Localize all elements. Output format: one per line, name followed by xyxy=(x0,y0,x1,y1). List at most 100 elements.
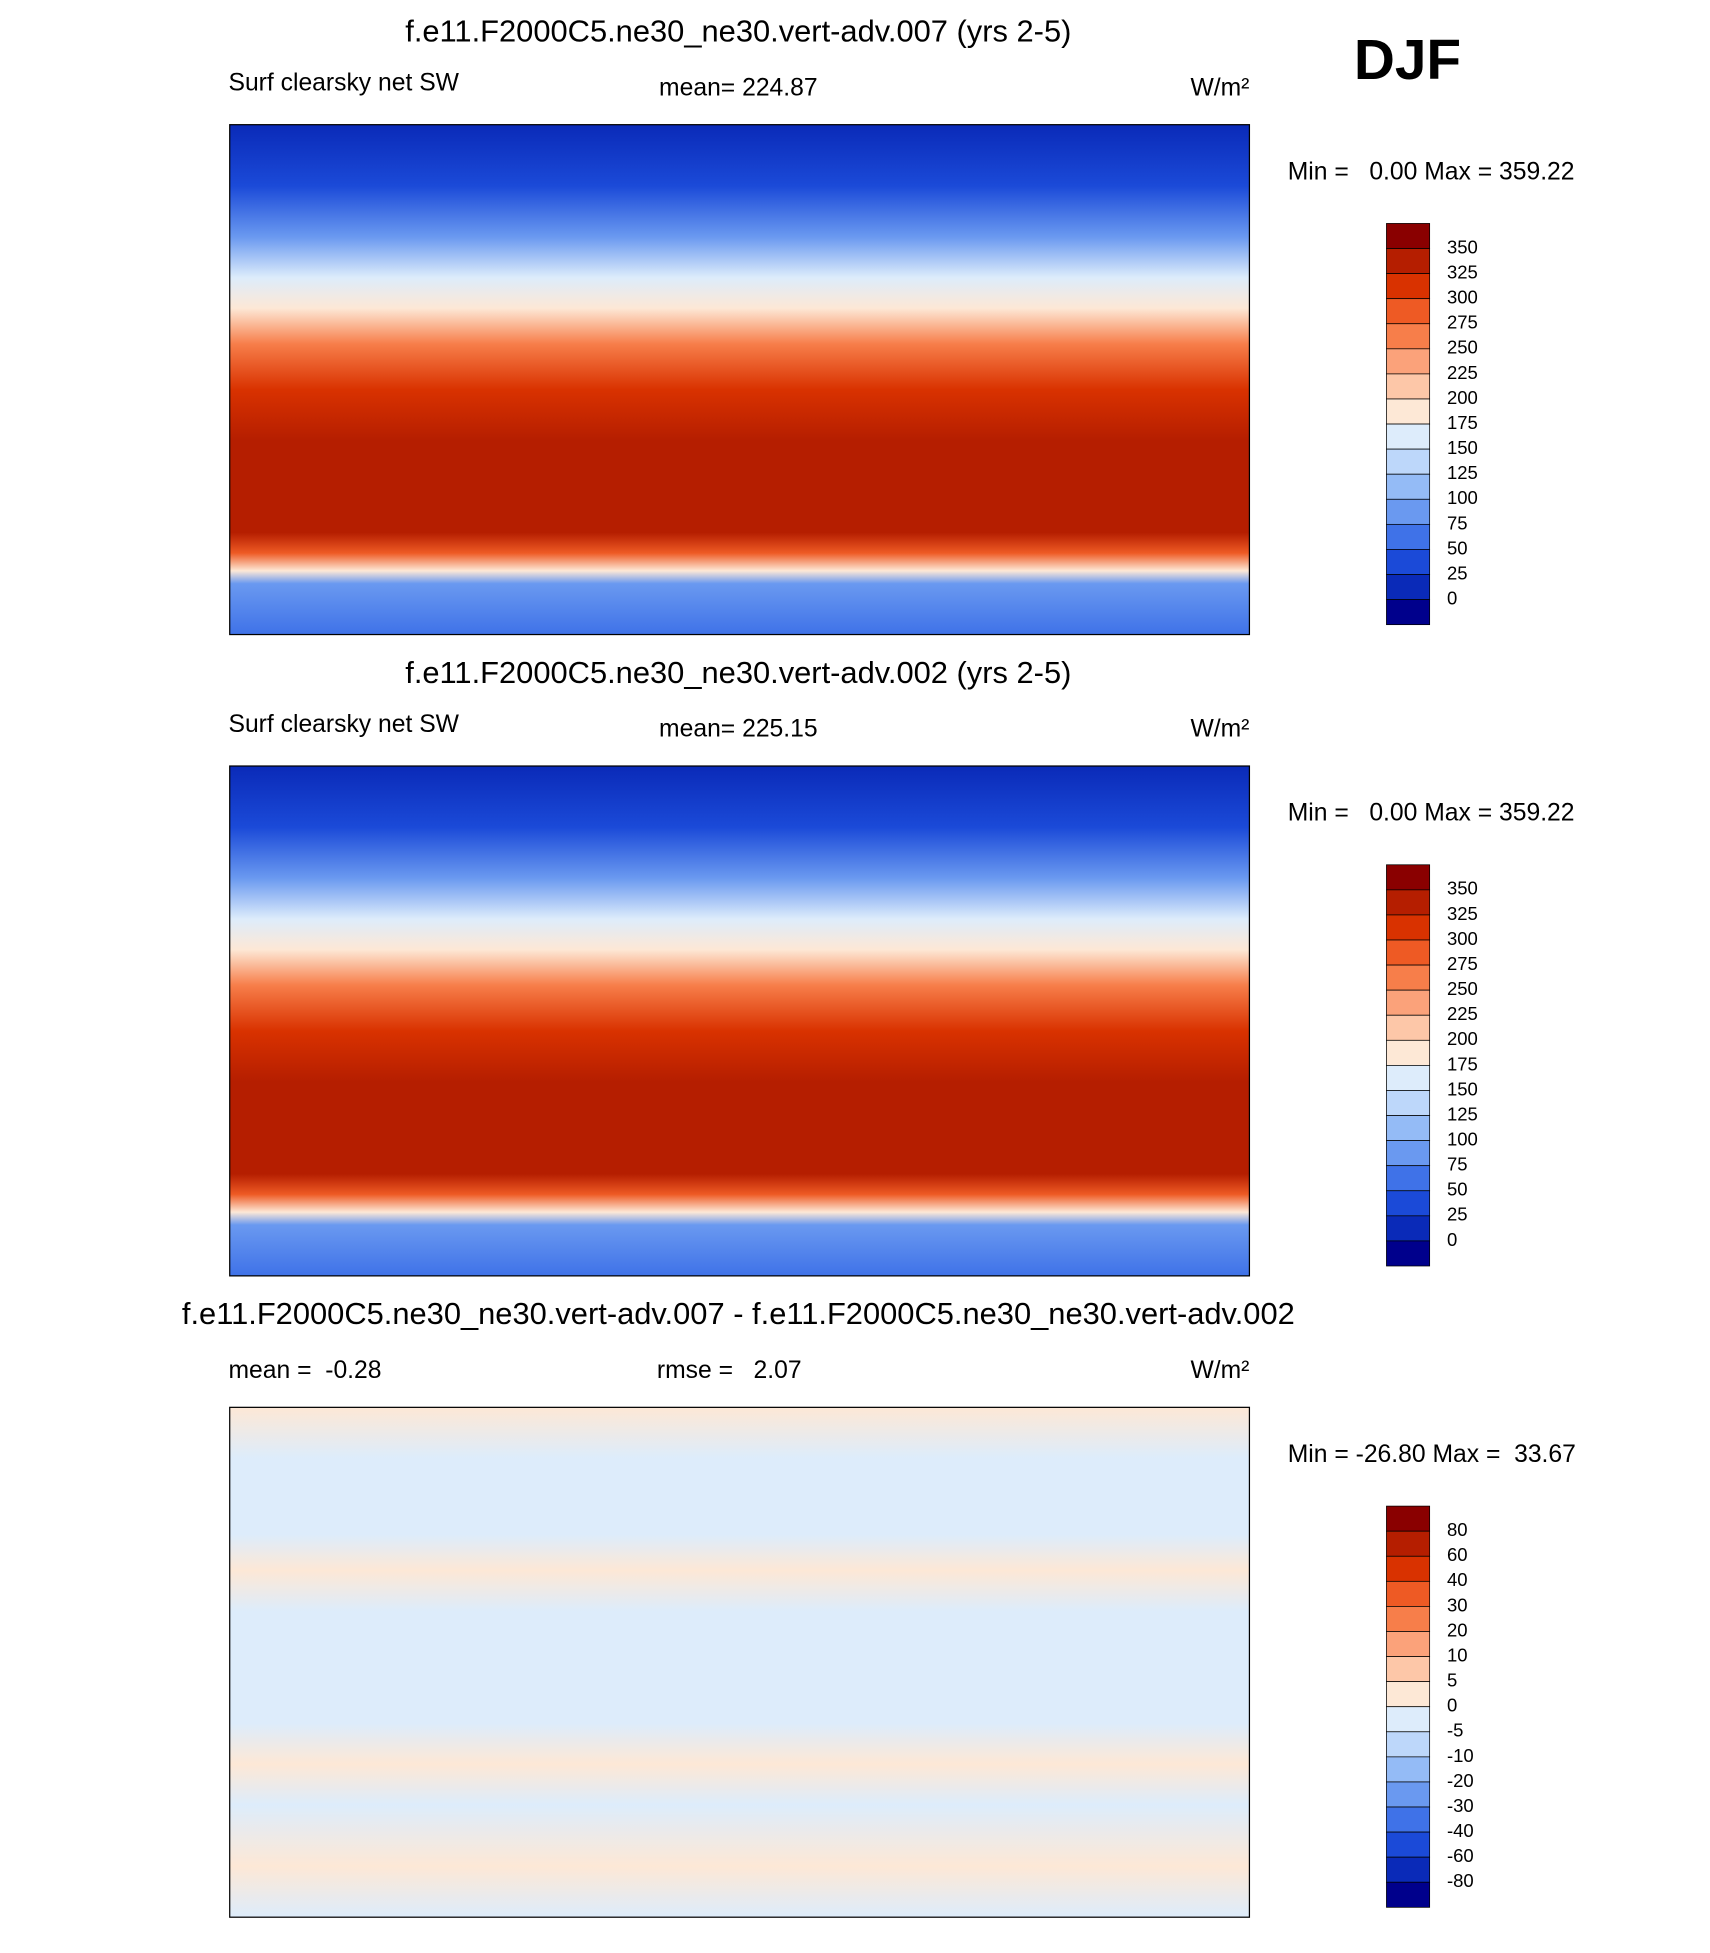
colorbar-box xyxy=(1386,348,1431,375)
colorbar-label: 225 xyxy=(1447,1003,1478,1024)
colorbar-box xyxy=(1386,1781,1431,1808)
colorbar-label: 80 xyxy=(1447,1519,1468,1540)
colorbar-label: 0 xyxy=(1447,1229,1457,1250)
colorbar-box xyxy=(1386,1756,1431,1783)
colorbar-label: 50 xyxy=(1447,537,1468,558)
colorbar-box xyxy=(1386,964,1431,991)
center-label: mean= 224.87 xyxy=(659,74,818,101)
colorbar-label: 5 xyxy=(1447,1670,1457,1691)
colorbar-box xyxy=(1386,864,1431,891)
colorbar-box xyxy=(1386,1631,1431,1657)
center-label: mean= 225.15 xyxy=(659,716,818,743)
colorbar-label: -10 xyxy=(1447,1745,1474,1766)
colorbar-label: -60 xyxy=(1447,1845,1474,1866)
colorbar-box xyxy=(1386,373,1431,400)
colorbar-label: 50 xyxy=(1447,1179,1468,1200)
colorbar-label: 25 xyxy=(1447,1204,1468,1225)
colorbar-box xyxy=(1386,1165,1431,1192)
left-label: Surf clearsky net SW xyxy=(228,711,459,738)
colorbar-label: -30 xyxy=(1447,1795,1474,1816)
colorbar-label: 30 xyxy=(1447,1594,1468,1615)
colorbar-label: 125 xyxy=(1447,1103,1478,1124)
colorbar-box xyxy=(1386,1090,1431,1116)
colorbar-label: 100 xyxy=(1447,1129,1478,1150)
colorbar-box xyxy=(1386,1806,1431,1833)
colorbar-box xyxy=(1386,1215,1431,1242)
colorbar-label: 60 xyxy=(1447,1544,1468,1565)
colorbar-label: 175 xyxy=(1447,412,1478,433)
colorbar-box xyxy=(1386,549,1431,575)
colorbar-label: 275 xyxy=(1447,312,1478,333)
colorbar-box xyxy=(1386,473,1431,500)
colorbar-box xyxy=(1386,1706,1431,1733)
min-max: Min = -26.80 Max = 33.67 xyxy=(1288,1441,1576,1468)
units-label: W/m² xyxy=(1190,1357,1249,1384)
colorbar-box xyxy=(1386,1115,1431,1141)
colorbar-label: 200 xyxy=(1447,1028,1478,1049)
colorbar-label: 250 xyxy=(1447,978,1478,999)
min-max: Min = 0.00 Max = 359.22 xyxy=(1288,158,1575,185)
colorbar-box xyxy=(1386,889,1431,916)
colorbar-label: 350 xyxy=(1447,878,1478,899)
colorbar-label: 0 xyxy=(1447,1695,1457,1716)
colorbar-box xyxy=(1386,574,1431,600)
colorbar-box xyxy=(1386,1681,1431,1708)
colorbar-box xyxy=(1386,599,1431,626)
map xyxy=(229,765,1251,1277)
colorbar-label: 175 xyxy=(1447,1053,1478,1074)
colorbar-box xyxy=(1386,1530,1431,1557)
colorbar-box xyxy=(1386,223,1431,249)
colorbar-label: 25 xyxy=(1447,562,1468,583)
colorbar-box xyxy=(1386,423,1431,450)
colorbar-box xyxy=(1386,1731,1431,1758)
season-label: DJF xyxy=(1354,29,1461,92)
colorbar-box xyxy=(1386,1014,1431,1041)
map xyxy=(229,124,1251,636)
colorbar-box xyxy=(1386,248,1431,274)
panel-title: f.e11.F2000C5.ne30_ne30.vert-adv.002 (yr… xyxy=(405,655,1071,690)
colorbar-label: 150 xyxy=(1447,1078,1478,1099)
panel-title: f.e11.F2000C5.ne30_ne30.vert-adv.007 - f… xyxy=(182,1296,1295,1331)
colorbar-label: -80 xyxy=(1447,1870,1474,1891)
colorbar-label: -5 xyxy=(1447,1720,1463,1741)
center-label: rmse = 2.07 xyxy=(657,1357,802,1384)
colorbar-box xyxy=(1386,1656,1431,1683)
colorbar-label: 325 xyxy=(1447,903,1478,924)
colorbar-label: 250 xyxy=(1447,337,1478,358)
colorbar-box xyxy=(1386,1240,1431,1267)
colorbar-box xyxy=(1386,939,1431,966)
colorbar-box xyxy=(1386,398,1431,425)
colorbar-box xyxy=(1386,1881,1431,1908)
colorbar-label: 300 xyxy=(1447,928,1478,949)
map xyxy=(229,1406,1251,1918)
colorbar-box xyxy=(1386,1140,1431,1167)
units-label: W/m² xyxy=(1190,716,1249,743)
colorbar-label: 150 xyxy=(1447,437,1478,458)
colorbar-box xyxy=(1386,989,1431,1016)
colorbar-label: 125 xyxy=(1447,462,1478,483)
colorbar-label: 40 xyxy=(1447,1569,1468,1590)
colorbar-box xyxy=(1386,1505,1431,1532)
colorbar-box xyxy=(1386,1831,1431,1858)
colorbar-box xyxy=(1386,323,1431,350)
panel-title: f.e11.F2000C5.ne30_ne30.vert-adv.007 (yr… xyxy=(405,13,1071,48)
colorbar-label: 20 xyxy=(1447,1619,1468,1640)
colorbar-box xyxy=(1386,523,1431,550)
colorbar-box xyxy=(1386,1580,1431,1607)
colorbar-box xyxy=(1386,1065,1431,1091)
colorbar-label: 325 xyxy=(1447,261,1478,282)
colorbar-label: 350 xyxy=(1447,236,1478,257)
colorbar-label: 75 xyxy=(1447,1154,1468,1175)
colorbar-label: 275 xyxy=(1447,953,1478,974)
colorbar-label: 75 xyxy=(1447,512,1468,533)
colorbar-box xyxy=(1386,1856,1431,1883)
colorbar-box xyxy=(1386,1190,1431,1217)
colorbar-box xyxy=(1386,914,1431,941)
min-max: Min = 0.00 Max = 359.22 xyxy=(1288,800,1575,827)
colorbar-box xyxy=(1386,273,1431,300)
colorbar-label: 200 xyxy=(1447,387,1478,408)
colorbar-box xyxy=(1386,498,1431,525)
colorbar-box xyxy=(1386,448,1431,475)
colorbar-box xyxy=(1386,1039,1431,1066)
